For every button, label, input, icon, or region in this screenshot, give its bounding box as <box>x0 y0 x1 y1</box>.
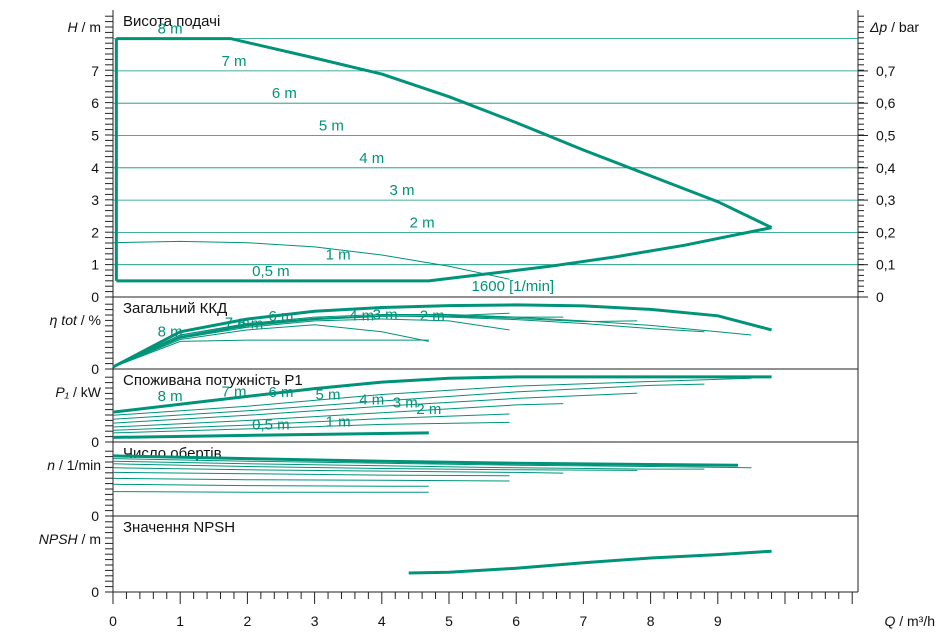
head-y-tick-label: 3 <box>91 192 99 208</box>
panel-1-curve-0 <box>112 303 772 369</box>
panel-2-curve-4 <box>112 403 564 428</box>
panel-1-curve-label: 6 m <box>268 308 293 325</box>
x-tick-label: 3 <box>311 613 319 629</box>
panel-2-curve-label: 2 m <box>416 401 441 418</box>
head-curve-label: 5 m <box>319 118 344 135</box>
head-y-tick-label: 5 <box>91 128 99 144</box>
x-tick-label: 7 <box>580 613 588 629</box>
panel-3-curve-4 <box>112 467 564 474</box>
panel-3-y-axis-label: n / 1/min <box>47 457 101 473</box>
panel-1-curve-label: 8 m <box>158 323 183 340</box>
panel-2-curve-0 <box>112 375 772 414</box>
panel-3-curve-0 <box>112 454 739 467</box>
head-y-tick-label: 2 <box>91 224 99 240</box>
panel-title-2: Споживана потужність P1 <box>123 372 303 389</box>
head-curve-label: 3 m <box>389 182 414 199</box>
x-tick-label: 4 <box>378 613 386 629</box>
panel-3-curve-8 <box>112 491 429 493</box>
panel-1-curve-8 <box>112 339 429 368</box>
x-tick-label: 1 <box>176 613 184 629</box>
head-y-tick-label: 0 <box>91 289 99 305</box>
panel-1-zero-label: 0 <box>91 361 99 377</box>
panel-3-curve-6 <box>112 477 510 482</box>
panel-3-curve-2 <box>112 460 705 470</box>
x-tick-label: 5 <box>445 613 453 629</box>
x-tick-label: 2 <box>244 613 252 629</box>
dp-tick-label: 0,4 <box>876 160 896 176</box>
head-curve-label: 2 m <box>410 214 435 231</box>
x-tick-label: 8 <box>647 613 655 629</box>
panel-2-curve-7 <box>112 431 429 439</box>
head-curve-label: 1 m <box>326 247 351 264</box>
panel-2-curve-label: 6 m <box>268 384 293 401</box>
panel-2-curve-6 <box>112 421 510 434</box>
head-curve-label: 0,5 m <box>252 263 290 280</box>
x-tick-label: 9 <box>714 613 722 629</box>
head-y-tick-label: 7 <box>91 63 99 79</box>
head-curve-label: 4 m <box>359 150 384 167</box>
panel-4-y-axis-label: NPSH / m <box>39 531 101 547</box>
panel-2-curve-label: 5 m <box>316 387 341 404</box>
head-curve-label: 8 m <box>158 21 183 38</box>
panel-0-curve-1 <box>116 226 772 283</box>
panel-3-curve-1 <box>112 458 752 469</box>
dp-tick-label: 0,6 <box>876 95 896 111</box>
panel-4-zero-label: 0 <box>91 584 99 600</box>
panel-2-curve-1 <box>112 377 752 416</box>
panel-2-curve-5 <box>112 413 510 431</box>
dp-tick-label: 0,3 <box>876 192 896 208</box>
panel-2-curve-label: 8 m <box>158 388 183 405</box>
dp-tick-label: 0,7 <box>876 63 896 79</box>
x-tick-label: 6 <box>512 613 520 629</box>
speed-label: 1600 [1/min] <box>472 278 555 295</box>
panel-2-curve-label: 4 m <box>359 391 384 408</box>
panel-1-curve-label: 7 m <box>225 314 250 331</box>
panel-2-curve-3 <box>112 392 638 424</box>
panel-4-curve-0 <box>408 549 772 575</box>
dp-axis-label: Δp / bar <box>869 19 919 35</box>
panel-title-1: Загальний ККД <box>123 300 227 317</box>
panel-1-curve-4 <box>112 315 564 368</box>
panel-title-4: Значення NPSH <box>123 519 235 536</box>
panel-1-curve-7 <box>112 324 429 368</box>
panel-2-y-axis-label: P₁ / kW <box>55 384 101 400</box>
panel-2-curve-label: 7 m <box>221 383 246 400</box>
panel-0-y-axis-label: H / m <box>68 19 101 35</box>
head-y-tick-label: 6 <box>91 95 99 111</box>
x-axis-label: Q / m³/h <box>884 613 935 629</box>
panel-0-curve-2 <box>112 240 510 280</box>
panel-title-0: Висота подачі <box>123 13 220 30</box>
panel-1-curve-5 <box>112 312 510 368</box>
panel-1-curve-6 <box>112 318 510 368</box>
dp-tick-label: 0,1 <box>876 257 896 273</box>
panel-2-curve-2 <box>112 383 705 420</box>
panel-1-curve-label: 5 m <box>238 316 263 333</box>
head-curve-label: 7 m <box>221 53 246 70</box>
panel-3-curve-5 <box>112 471 510 477</box>
panel-2-curve-label: 3 m <box>393 395 418 412</box>
head-curve-label: 6 m <box>272 85 297 102</box>
panel-2-zero-label: 0 <box>91 434 99 450</box>
head-y-tick-label: 4 <box>91 160 99 176</box>
dp-tick-label: 0 <box>876 289 884 305</box>
dp-tick-label: 0,2 <box>876 224 896 240</box>
panel-2-curve-label: 0,5 m <box>252 417 290 434</box>
panel-1-curve-label: 4 m <box>349 307 374 324</box>
panel-2-curve-label: 1 m <box>326 413 351 430</box>
panel-1-curve-label: 2 m <box>420 307 445 324</box>
panel-0-curve-0 <box>116 37 773 229</box>
panel-1-curve-label: 3 m <box>373 307 398 324</box>
panel-3-curve-3 <box>112 463 638 471</box>
dp-tick-label: 0,5 <box>876 128 896 144</box>
panel-3-curve-7 <box>112 483 429 487</box>
x-tick-label: 0 <box>109 613 117 629</box>
panel-3-zero-label: 0 <box>91 508 99 524</box>
head-y-tick-label: 1 <box>91 257 99 273</box>
panel-1-y-axis-label: η tot / % <box>50 312 101 328</box>
